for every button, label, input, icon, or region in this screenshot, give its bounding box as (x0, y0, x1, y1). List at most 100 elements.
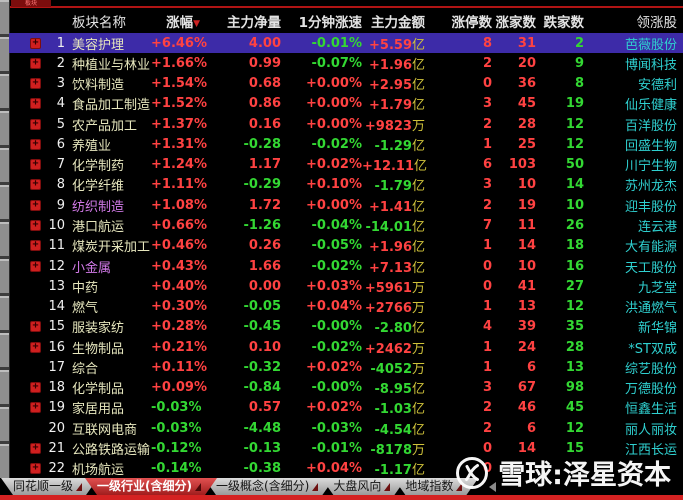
sector-name[interactable]: 饮料制造 (72, 78, 125, 94)
change-pct-value: +0.46% (151, 238, 207, 254)
sector-name[interactable]: 家居用品 (72, 402, 125, 418)
bottom-tab-1[interactable]: 同花顺一级 (1, 478, 98, 495)
leading-stock[interactable]: 连云港 (637, 220, 677, 236)
scroll-left-arrow[interactable] (489, 481, 497, 492)
leading-stock[interactable]: *ST双成 (628, 341, 677, 357)
sector-name[interactable]: 食品加工制造 (72, 98, 151, 114)
sector-name[interactable]: 煤炭开采加工 (72, 240, 151, 256)
row-rank: 20 (48, 420, 65, 436)
column-header-losers-count[interactable]: 跌家数 (543, 15, 585, 31)
sector-name[interactable]: 港口航运 (72, 220, 125, 236)
table-row[interactable]: + 8 化学纤维 +1.11% -0.29 +0.10% -1.79亿 3 10… (9, 175, 683, 195)
leading-stock[interactable]: 综艺股份 (624, 361, 677, 377)
expand-icon[interactable]: + (30, 37, 41, 49)
table-row[interactable]: + 7 化学制药 +1.24% 1.17 +0.02% +12.11亿 6 10… (9, 155, 683, 175)
column-header-main-amount[interactable]: 主力金额 (371, 15, 425, 31)
column-header-limit-up-count[interactable]: 涨停数 (451, 15, 493, 31)
sector-name[interactable]: 服装家纺 (72, 321, 125, 337)
table-row[interactable]: + 16 生物制品 +0.21% 0.10 -0.02% +2462万 1 24… (9, 337, 683, 357)
table-row[interactable]: + 17 综合 +0.11% -0.32 +0.02% -4052万 1 6 1… (9, 357, 683, 377)
sector-name[interactable]: 互联网电商 (72, 422, 138, 438)
table-row[interactable]: + 11 煤炭开采加工 +0.46% 0.26 -0.05% +1.96亿 1 … (9, 236, 683, 256)
table-row[interactable]: + 20 互联网电商 -0.03% -4.48 -0.03% -4.54亿 2 … (9, 418, 683, 438)
table-row[interactable]: + 18 化学制品 +0.09% -0.84 -0.00% -8.95亿 3 6… (9, 378, 683, 398)
sector-name[interactable]: 化学纤维 (72, 179, 125, 195)
table-row[interactable]: + 1 美容护理 +6.46% 4.00 -0.01% +5.59亿 8 31 … (9, 33, 683, 54)
column-header-leading-stock[interactable]: 领涨股 (636, 15, 678, 31)
leading-stock[interactable]: 江西长运 (624, 442, 677, 458)
table-row[interactable]: + 19 家居用品 -0.03% 0.57 +0.02% -1.03亿 2 46… (9, 398, 683, 418)
table-row[interactable]: + 15 服装家纺 +0.28% -0.45 -0.00% -2.80亿 4 3… (9, 317, 683, 337)
leading-stock[interactable]: 新华锦 (637, 321, 677, 337)
sector-name[interactable]: 生物制品 (72, 341, 125, 357)
sector-name[interactable]: 化学制药 (72, 159, 125, 175)
leading-stock[interactable]: 仙乐健康 (624, 98, 677, 114)
sector-name[interactable]: 综合 (72, 361, 99, 377)
table-row[interactable]: + 13 中药 +0.40% 0.00 +0.03% +5961万 0 41 2… (9, 276, 683, 296)
expand-icon[interactable]: + (30, 220, 41, 232)
column-header-sector-name[interactable]: 板块名称 (72, 15, 126, 31)
bottom-tab-4[interactable]: 大盘风向 (321, 478, 406, 495)
expand-icon[interactable]: + (30, 159, 41, 171)
table-row[interactable]: + 5 农产品加工 +1.37% 0.16 +0.00% +9823万 2 28… (9, 114, 683, 134)
leading-stock[interactable]: 芭薇股份 (624, 37, 677, 53)
leading-stock[interactable]: 万德股份 (624, 382, 677, 398)
expand-icon[interactable]: + (30, 321, 41, 333)
sector-name[interactable]: 养殖业 (72, 138, 112, 154)
expand-icon[interactable]: + (30, 341, 41, 353)
expand-icon[interactable]: + (30, 260, 41, 272)
leading-stock[interactable]: 恒鑫生活 (624, 402, 677, 418)
expand-icon[interactable]: + (30, 98, 41, 110)
table-row[interactable]: + 12 小金属 +0.43% 1.66 -0.02% +7.13亿 0 10 … (9, 256, 683, 276)
table-row[interactable]: + 10 港口航运 +0.66% -1.26 -0.04% -14.01亿 7 … (9, 215, 683, 235)
column-header-gainers-count[interactable]: 涨家数 (495, 15, 537, 31)
leading-stock[interactable]: 川宁生物 (624, 159, 677, 175)
sector-name[interactable]: 机场航运 (72, 463, 125, 479)
leading-stock[interactable]: 丽人丽妆 (624, 422, 677, 438)
table-row[interactable]: + 2 种植业与林业 +1.66% 0.99 -0.07% +1.96亿 2 2… (9, 53, 683, 73)
table-row[interactable]: + 6 养殖业 +1.31% -0.28 -0.02% -1.29亿 1 25 … (9, 134, 683, 154)
table-row[interactable]: + 3 饮料制造 +1.54% 0.68 +0.00% +2.95亿 0 36 … (9, 74, 683, 94)
expand-icon[interactable]: + (30, 463, 41, 475)
sector-name[interactable]: 种植业与林业 (72, 57, 151, 73)
leading-stock[interactable]: 安德利 (637, 78, 677, 94)
sector-name[interactable]: 农产品加工 (72, 118, 138, 134)
leading-stock[interactable]: 苏州龙杰 (624, 179, 677, 195)
expand-icon[interactable]: + (30, 442, 41, 454)
leading-stock[interactable]: 迎丰股份 (624, 199, 677, 215)
sector-name[interactable]: 美容护理 (72, 37, 125, 53)
bottom-tab-3[interactable]: 一级概念(含细分) (204, 478, 334, 495)
column-header-1min-speed[interactable]: 1分钟涨速 (298, 15, 362, 31)
table-row[interactable]: + 4 食品加工制造 +1.52% 0.86 +0.00% +1.79亿 3 4… (9, 94, 683, 114)
table-row[interactable]: + 21 公路铁路运输 -0.12% -0.13 -0.01% -8178万 0… (9, 438, 683, 458)
leading-stock[interactable]: 博闻科技 (624, 57, 677, 73)
bottom-tab-2[interactable]: 一级行业(含细分) (85, 478, 217, 495)
sector-name[interactable]: 纺织制造 (72, 199, 125, 215)
sector-name[interactable]: 小金属 (72, 260, 112, 276)
sector-name[interactable]: 化学制品 (72, 382, 125, 398)
expand-icon[interactable]: + (30, 199, 41, 211)
table-row[interactable]: + 14 燃气 +0.30% -0.05 +0.04% +2766万 1 13 … (9, 296, 683, 316)
bottom-tab-5[interactable]: 地域指数 (393, 478, 478, 495)
expand-icon[interactable]: + (30, 57, 41, 69)
leading-stock[interactable]: 回盛生物 (624, 138, 677, 154)
sector-name[interactable]: 燃气 (72, 301, 99, 317)
leading-stock[interactable]: 大有能源 (624, 240, 677, 256)
column-header-main-net-volume[interactable]: 主力净量 (227, 15, 281, 31)
sector-name[interactable]: 公路铁路运输 (72, 442, 151, 458)
column-header-change-pct[interactable]: 涨幅▼ (166, 15, 200, 31)
expand-icon[interactable]: + (30, 382, 41, 394)
expand-icon[interactable]: + (30, 179, 41, 191)
table-row[interactable]: + 22 机场航运 -0.14% -0.38 +0.04% -1.17亿 0 (9, 459, 683, 479)
leading-stock[interactable]: 百洋股份 (624, 118, 677, 134)
leading-stock[interactable]: 天工股份 (624, 260, 677, 276)
expand-icon[interactable]: + (30, 118, 41, 130)
expand-icon[interactable]: + (30, 78, 41, 90)
expand-icon[interactable]: + (30, 240, 41, 252)
sector-name[interactable]: 中药 (72, 280, 99, 296)
leading-stock[interactable]: 九芝堂 (637, 280, 677, 296)
expand-icon[interactable]: + (30, 138, 41, 150)
leading-stock[interactable]: 洪通燃气 (624, 301, 677, 317)
table-row[interactable]: + 9 纺织制造 +1.08% 1.72 +0.00% +1.41亿 2 19 … (9, 195, 683, 215)
expand-icon[interactable]: + (30, 402, 41, 414)
